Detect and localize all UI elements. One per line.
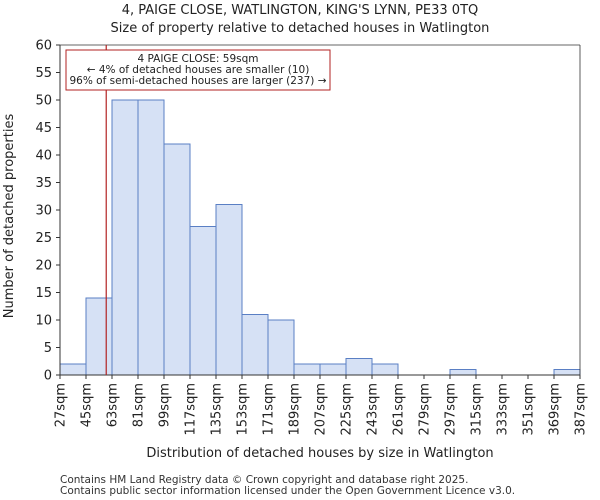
- y-tick-label: 60: [35, 39, 52, 54]
- bar: [85, 297, 113, 376]
- x-tick-label: 279sqm: [418, 383, 433, 436]
- chart-subtitle: Size of property relative to detached ho…: [111, 21, 490, 36]
- x-tick-label: 135sqm: [210, 383, 225, 436]
- annotation-line-3: 96% of semi-detached houses are larger (…: [70, 75, 327, 87]
- x-tick-label: 27sqm: [54, 383, 69, 427]
- y-tick-label: 15: [35, 286, 52, 301]
- x-tick-label: 225sqm: [340, 383, 355, 436]
- y-tick-label: 25: [35, 231, 52, 246]
- bar: [189, 226, 217, 376]
- y-tick-label: 10: [35, 314, 52, 329]
- x-tick-label: 333sqm: [496, 383, 511, 436]
- footer-line-2: Contains public sector information licen…: [60, 485, 515, 497]
- x-axis-title: Distribution of detached houses by size …: [146, 446, 493, 461]
- x-tick-label: 261sqm: [392, 383, 407, 436]
- bar: [553, 369, 581, 376]
- x-tick-label: 153sqm: [236, 383, 251, 436]
- x-tick-label: 297sqm: [444, 383, 459, 436]
- x-tick-label: 315sqm: [470, 383, 485, 436]
- bar: [163, 143, 191, 376]
- bar: [371, 363, 399, 376]
- bar: [449, 369, 477, 376]
- y-tick-label: 50: [35, 94, 52, 109]
- x-tick-label: 189sqm: [288, 383, 303, 436]
- plot-area: 0 5 10 15 20 25 30 35 40 45 50 55 60 27sqm 45sqm 63sqm 8…: [35, 39, 588, 436]
- bar: [111, 99, 139, 376]
- y-tick-label: 20: [35, 259, 52, 274]
- x-tick-label: 99sqm: [158, 383, 173, 427]
- y-tick-label: 30: [35, 204, 52, 219]
- x-tick-label: 387sqm: [574, 383, 589, 436]
- y-tick-label: 5: [44, 341, 52, 356]
- annotation-line-1: 4 PAIGE CLOSE: 59sqm: [137, 53, 258, 65]
- annotation-line-2: ← 4% of detached houses are smaller (10): [87, 64, 310, 76]
- x-tick-label: 117sqm: [184, 383, 199, 436]
- x-tick-label: 243sqm: [366, 383, 381, 436]
- x-tick-label: 45sqm: [80, 383, 95, 427]
- x-tick-label: 81sqm: [132, 383, 147, 427]
- x-tick-label: 351sqm: [522, 383, 537, 436]
- bar: [59, 363, 87, 376]
- x-tick-label: 63sqm: [106, 383, 121, 427]
- bar: [319, 363, 347, 376]
- x-tick-label: 369sqm: [548, 383, 563, 436]
- annotation-box: [65, 49, 331, 91]
- bar: [241, 314, 269, 376]
- y-tick-label: 55: [35, 66, 52, 81]
- chart-title: 4, PAIGE CLOSE, WATLINGTON, KING'S LYNN,…: [122, 3, 479, 18]
- bar: [215, 204, 243, 376]
- y-tick-label: 0: [44, 369, 52, 384]
- y-tick-label: 40: [35, 149, 52, 164]
- bar: [267, 319, 295, 376]
- bar: [137, 99, 165, 376]
- y-tick-label: 35: [35, 176, 52, 191]
- bar: [345, 358, 373, 376]
- y-axis-title: Number of detached properties: [2, 114, 17, 319]
- x-tick-label: 171sqm: [262, 383, 277, 436]
- x-tick-label: 207sqm: [314, 383, 329, 436]
- bar: [293, 363, 321, 376]
- footer-line-1: Contains HM Land Registry data © Crown c…: [60, 474, 468, 486]
- y-tick-label: 45: [35, 121, 52, 136]
